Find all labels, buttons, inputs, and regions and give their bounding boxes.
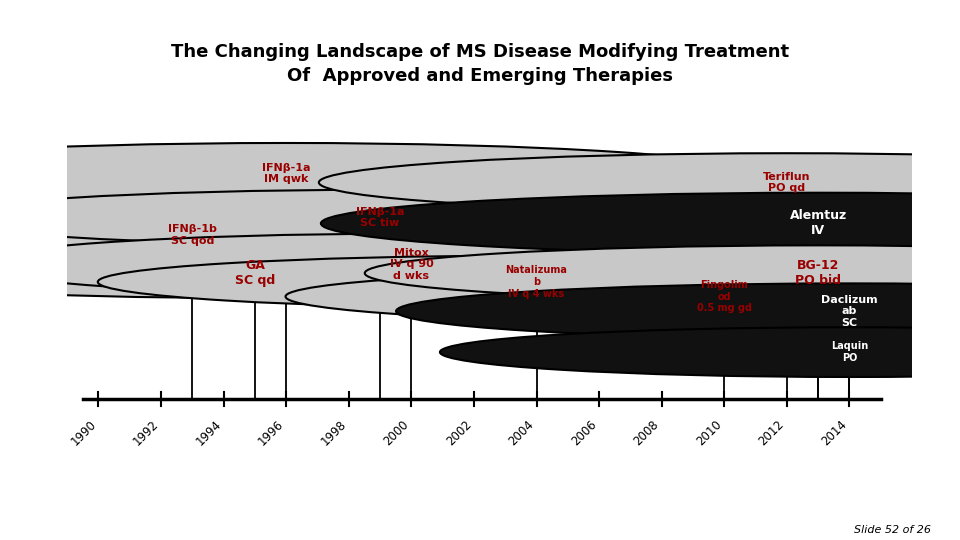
Text: Fingolim
od
0.5 mg gd: Fingolim od 0.5 mg gd — [697, 280, 752, 313]
Ellipse shape — [285, 270, 960, 323]
Text: 2002: 2002 — [444, 418, 474, 448]
Text: Mitox
IV q 90
d wks: Mitox IV q 90 d wks — [390, 248, 433, 281]
Text: IFNβ-1b
SC qod: IFNβ-1b SC qod — [168, 224, 217, 246]
Text: 1996: 1996 — [255, 418, 286, 448]
Text: 1998: 1998 — [319, 418, 348, 448]
Ellipse shape — [440, 327, 960, 377]
Text: Slide 52 of 26: Slide 52 of 26 — [854, 524, 931, 535]
Text: Daclizum
ab
SC: Daclizum ab SC — [821, 295, 877, 328]
Text: 1994: 1994 — [193, 418, 224, 448]
Text: The Changing Landscape of MS Disease Modifying Treatment
Of  Approved and Emergi: The Changing Landscape of MS Disease Mod… — [171, 43, 789, 85]
Text: BG-12
PO bid: BG-12 PO bid — [795, 259, 841, 287]
Text: IFNβ-1a
IM qwk: IFNβ-1a IM qwk — [262, 163, 310, 185]
Text: 1990: 1990 — [68, 418, 99, 448]
Text: 2000: 2000 — [381, 418, 412, 448]
Text: GA
SC qd: GA SC qd — [235, 259, 276, 287]
Text: Natalizuma
b
IV q 4 wks: Natalizuma b IV q 4 wks — [506, 265, 567, 299]
Ellipse shape — [0, 248, 664, 298]
Ellipse shape — [319, 153, 960, 212]
Ellipse shape — [98, 255, 960, 308]
Text: 2012: 2012 — [756, 418, 787, 448]
Ellipse shape — [0, 207, 631, 263]
Ellipse shape — [0, 143, 755, 205]
Text: 2014: 2014 — [819, 418, 850, 448]
Text: 2006: 2006 — [569, 418, 599, 448]
Text: 1992: 1992 — [131, 418, 161, 448]
Text: Laquin
PO: Laquin PO — [830, 341, 868, 363]
Ellipse shape — [321, 193, 960, 254]
Text: IFNβ-1a
SC tiw: IFNβ-1a SC tiw — [356, 207, 404, 228]
Text: 2010: 2010 — [694, 418, 724, 448]
Ellipse shape — [396, 284, 960, 339]
Ellipse shape — [0, 234, 851, 295]
Text: 2004: 2004 — [506, 418, 537, 448]
Ellipse shape — [365, 245, 960, 301]
Ellipse shape — [0, 190, 819, 245]
Text: Teriflun
PO qd: Teriflun PO qd — [763, 172, 810, 193]
Text: 2008: 2008 — [632, 418, 661, 448]
Text: Alemtuz
IV: Alemtuz IV — [789, 210, 847, 238]
